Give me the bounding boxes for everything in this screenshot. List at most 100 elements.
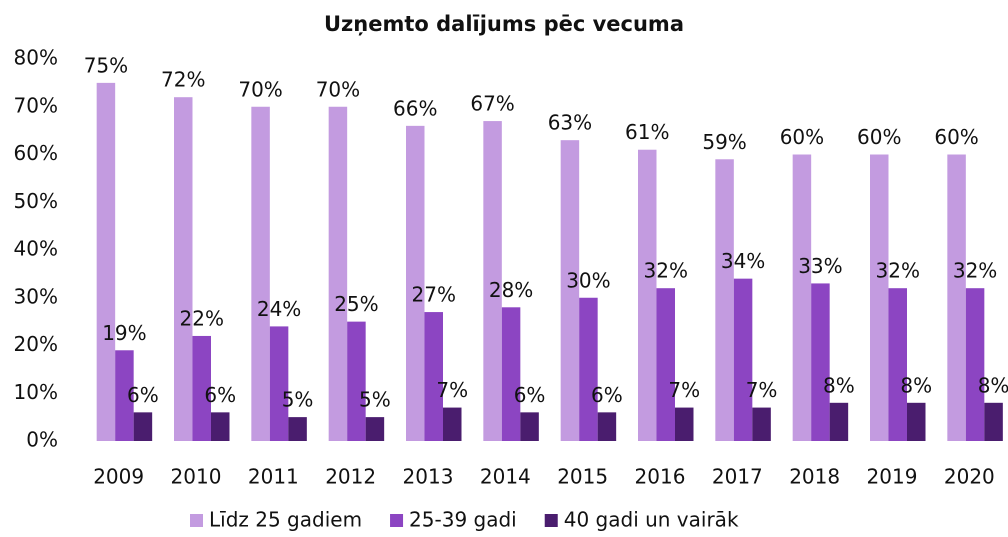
legend-label: 40 gadi un vairāk (564, 508, 739, 532)
data-label: 72% (161, 68, 205, 92)
data-label: 8% (978, 373, 1008, 397)
bar (811, 283, 830, 441)
legend-label: 25-39 gadi (409, 508, 517, 532)
bar (115, 350, 134, 441)
bar (675, 407, 694, 441)
bar (211, 412, 230, 441)
data-label: 75% (84, 53, 128, 77)
data-label: 24% (257, 297, 301, 321)
y-tick-label: 0% (26, 428, 58, 452)
legend-swatch (190, 514, 203, 527)
data-label: 32% (876, 259, 920, 283)
bar (96, 82, 116, 441)
x-tick-label: 2010 (171, 465, 222, 489)
x-tick-label: 2017 (712, 465, 763, 489)
bar (792, 154, 812, 441)
bar (424, 312, 443, 441)
data-label: 19% (102, 321, 146, 345)
data-label: 6% (204, 383, 236, 407)
bar (656, 288, 675, 441)
bar (347, 321, 366, 441)
data-label: 34% (721, 249, 765, 273)
bar (192, 335, 211, 441)
bar (965, 288, 985, 441)
y-tick-label: 30% (14, 284, 58, 308)
data-label: 70% (238, 77, 282, 101)
data-label: 22% (180, 306, 224, 330)
data-label: 5% (359, 388, 391, 412)
data-label: 61% (625, 120, 669, 144)
data-label: 28% (489, 278, 533, 302)
bar (406, 125, 425, 441)
x-tick-label: 2016 (635, 465, 686, 489)
data-label: 60% (857, 125, 901, 149)
data-label: 33% (798, 254, 842, 278)
bar (733, 278, 753, 441)
x-tick-label: 2013 (403, 465, 454, 489)
y-tick-label: 50% (14, 189, 58, 213)
data-label: 5% (282, 388, 314, 412)
x-tick-label: 2018 (789, 465, 840, 489)
bar (133, 412, 153, 441)
data-label: 7% (668, 378, 700, 402)
y-tick-label: 20% (14, 332, 58, 356)
y-tick-label: 70% (14, 93, 58, 117)
bar (870, 154, 889, 441)
bar (579, 297, 598, 441)
bar (715, 159, 734, 441)
data-label: 66% (393, 96, 437, 120)
bar (501, 307, 521, 441)
bar (560, 140, 580, 442)
bar (365, 417, 385, 441)
data-label: 60% (780, 125, 824, 149)
data-label: 8% (823, 373, 855, 397)
data-label: 25% (334, 292, 378, 316)
y-tick-label: 60% (14, 141, 58, 165)
data-label: 27% (412, 283, 456, 307)
bar (984, 402, 1003, 441)
x-tick-label: 2020 (944, 465, 995, 489)
data-label: 63% (548, 111, 592, 135)
y-tick-label: 80% (14, 46, 58, 70)
data-label: 67% (470, 92, 514, 116)
data-label: 32% (644, 259, 688, 283)
y-tick-label: 40% (14, 237, 58, 261)
bar (638, 149, 657, 441)
bar (288, 417, 307, 441)
x-tick-label: 2012 (325, 465, 376, 489)
data-label: 59% (702, 130, 746, 154)
bar (829, 402, 849, 441)
bar (907, 402, 926, 441)
x-tick-label: 2019 (867, 465, 918, 489)
legend-swatch (390, 514, 404, 527)
x-tick-label: 2009 (93, 465, 144, 489)
bar (251, 106, 270, 441)
legend-swatch (544, 514, 558, 527)
chart-title: Uzņemto dalījums pēc vecuma (324, 12, 684, 36)
data-label: 8% (900, 373, 932, 397)
bar (483, 121, 502, 441)
data-label: 60% (934, 125, 978, 149)
bar (443, 407, 462, 441)
data-label: 32% (953, 259, 997, 283)
y-tick-label: 10% (14, 380, 58, 404)
bar (597, 412, 617, 441)
legend-label: Līdz 25 gadiem (209, 508, 362, 532)
bar (752, 407, 771, 441)
x-tick-label: 2015 (557, 465, 608, 489)
data-label: 70% (316, 77, 360, 101)
x-tick-label: 2011 (248, 465, 299, 489)
bar (947, 154, 966, 441)
data-label: 7% (436, 378, 468, 402)
data-label: 6% (127, 383, 159, 407)
bar (520, 412, 539, 441)
x-tick-label: 2014 (480, 465, 531, 489)
data-label: 30% (566, 268, 610, 292)
data-label: 7% (746, 378, 778, 402)
bar (269, 326, 289, 441)
data-label: 6% (514, 383, 546, 407)
data-label: 6% (591, 383, 623, 407)
bar (888, 288, 907, 441)
bar (328, 106, 348, 441)
